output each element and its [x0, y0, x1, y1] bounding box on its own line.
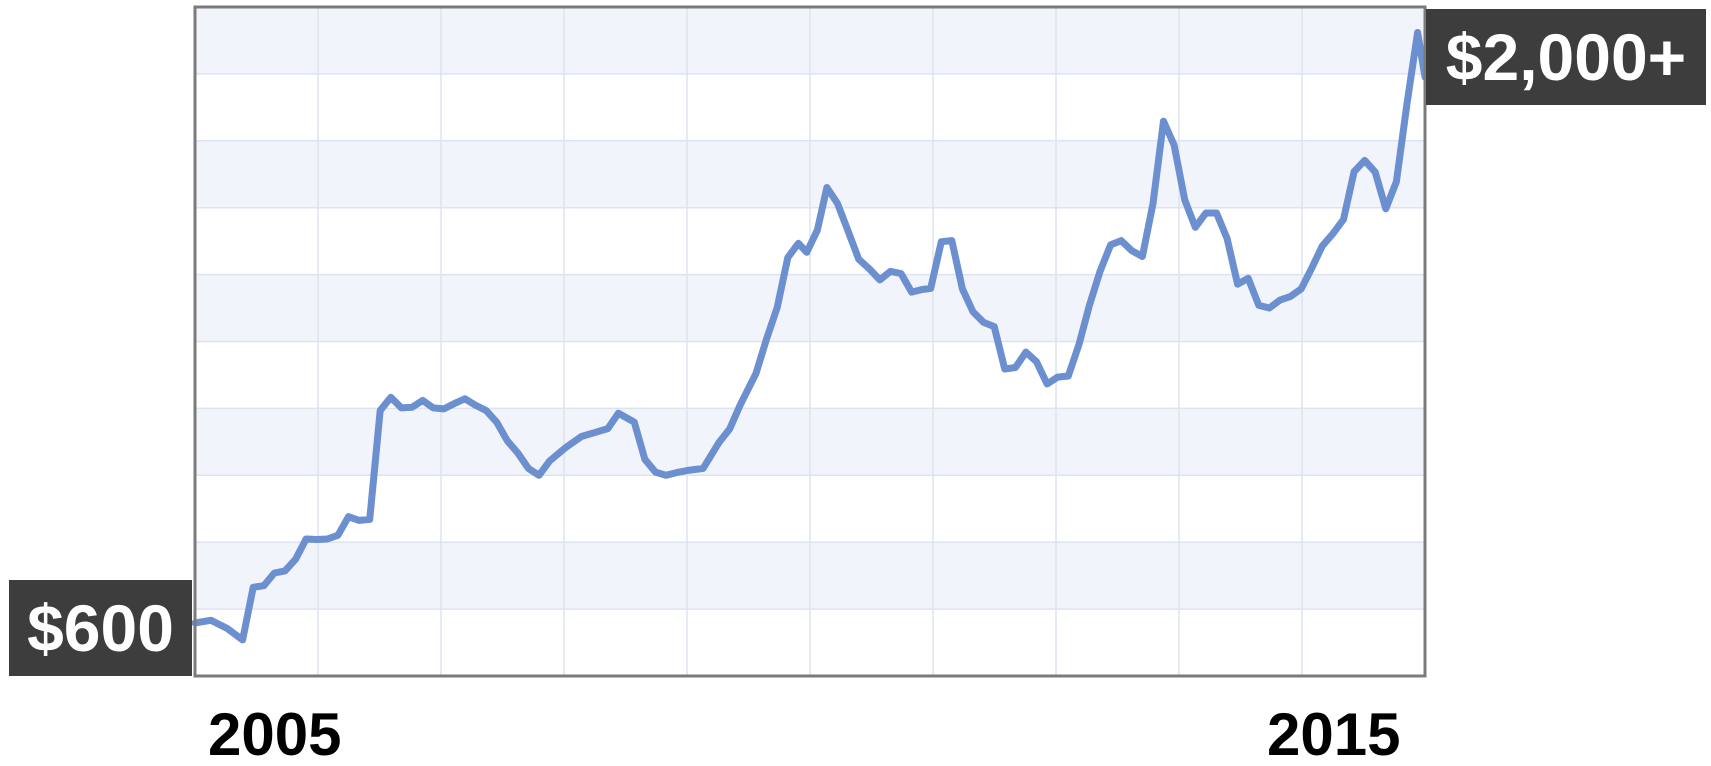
series-line	[191, 29, 1429, 644]
plot-grid	[195, 7, 1425, 676]
x-tick-label-start: 2005	[208, 701, 342, 766]
plot-frame	[193, 5, 1427, 678]
end-price-label: $2,000+	[1426, 9, 1706, 105]
start-price-label: $600	[9, 580, 192, 676]
x-tick-label-end: 2015	[1267, 701, 1401, 766]
